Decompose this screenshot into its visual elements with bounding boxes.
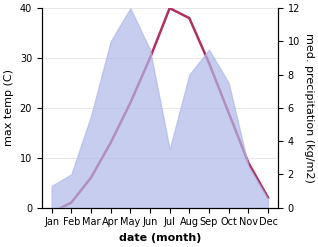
X-axis label: date (month): date (month) bbox=[119, 233, 201, 243]
Y-axis label: max temp (C): max temp (C) bbox=[4, 69, 14, 146]
Y-axis label: med. precipitation (kg/m2): med. precipitation (kg/m2) bbox=[304, 33, 314, 183]
